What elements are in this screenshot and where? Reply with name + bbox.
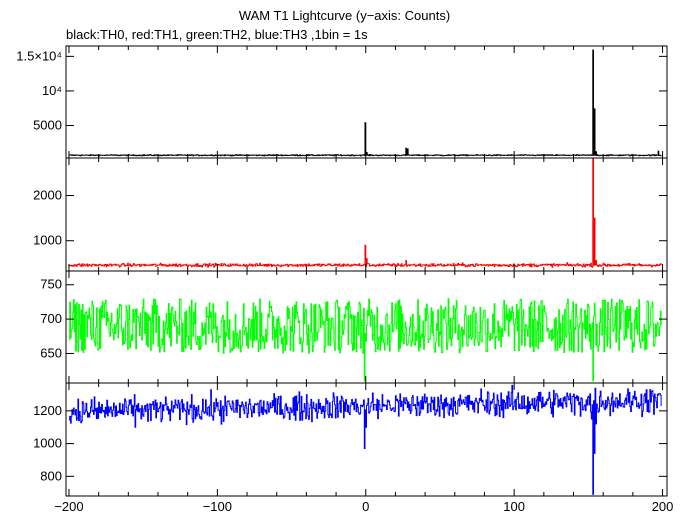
series-th0-line <box>69 49 662 157</box>
panel-th0: 5000 10⁴ 1.5×10⁴ <box>16 45 668 159</box>
y-tick-label: 1000 <box>33 436 62 451</box>
x-tick-label: −100 <box>203 499 232 514</box>
chart-subtitle: black:TH0, red:TH1, green:TH2, blue:TH3 … <box>66 27 368 42</box>
y-tick-label: 650 <box>40 345 62 360</box>
series-th1-line <box>69 157 662 268</box>
panel-frame <box>65 45 668 159</box>
y-tick-label: 1.5×10⁴ <box>16 48 62 63</box>
panel-th1: 1000 2000 <box>33 157 668 272</box>
x-tick-label: 200 <box>652 499 674 514</box>
x-tick-label: 100 <box>503 499 525 514</box>
y-tick-label: 1200 <box>33 403 62 418</box>
panel-frame <box>65 382 668 497</box>
panel-th2: 650 700 750 <box>40 270 668 384</box>
y-tick-label: 10⁴ <box>42 83 62 98</box>
y-tick-label: 700 <box>40 311 62 326</box>
y-tick-label: 1000 <box>33 233 62 248</box>
panel-th3: 800 1000 1200 <box>33 382 668 497</box>
y-tick-label: 750 <box>40 277 62 292</box>
x-tick-label: −200 <box>54 499 83 514</box>
panel-frame <box>65 157 668 272</box>
chart-title: WAM T1 Lightcurve (y−axis: Counts) <box>238 8 451 23</box>
y-tick-label: 2000 <box>33 188 62 203</box>
y-tick-label: 5000 <box>33 118 62 133</box>
y-tick-label: 800 <box>40 468 62 483</box>
series-th2-line <box>69 298 662 382</box>
series-th3-line <box>69 384 662 495</box>
x-tick-label: 0 <box>362 499 369 514</box>
